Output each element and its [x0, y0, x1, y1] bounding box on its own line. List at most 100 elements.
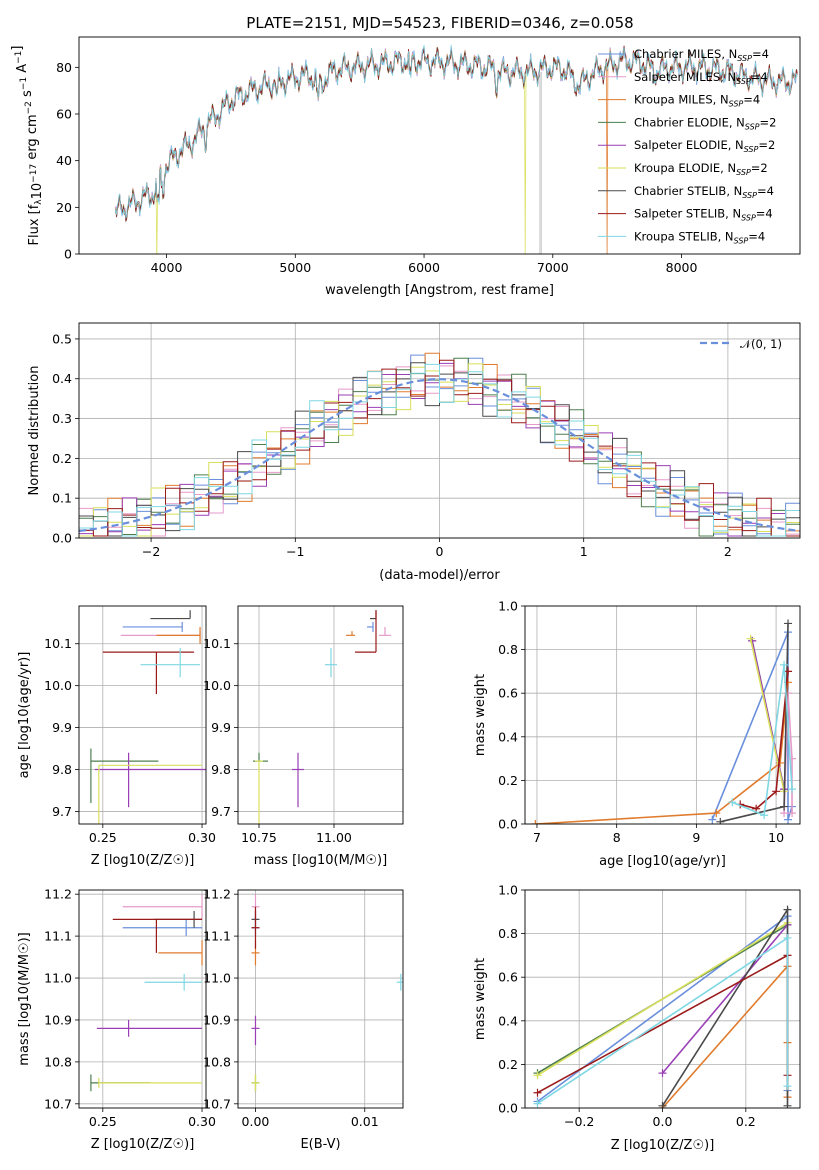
legend-label: 𝒩(0, 1): [740, 337, 782, 351]
x-axis-label: age [log10(age/yr)]: [599, 854, 726, 869]
y-axis-label: age [log10(age/yr)]: [17, 652, 32, 779]
y-tick-label: 0.1: [52, 491, 72, 506]
y-tick-label: 0.2: [498, 1057, 518, 1072]
x-axis-label: Z [log10(Z/Z☉)]: [611, 1138, 715, 1153]
y-tick-label: 10.1: [203, 636, 231, 651]
y-tick-label: 10.0: [203, 678, 231, 693]
y-tick-label: 9.7: [52, 804, 72, 819]
spectrum-frame: [78, 36, 801, 255]
y-tick-label: 0.4: [498, 1013, 518, 1028]
legend-label: Salpeter MILES, NSSP=4: [634, 70, 768, 86]
panel-spectrum: 4000 5000 6000 7000 8000 0 20 40 60 80 wavelength …: [10, 36, 801, 298]
panel-mass-weight-vs-age: 7 8 9 10 0.0 0.2 0.4 0.6 0.8 1.0 age [log10(age/yr…: [473, 599, 801, 869]
y-tick-label: 0.4: [498, 729, 518, 744]
y-tick-label: 11.1: [44, 929, 72, 944]
y-tick-label: 1.0: [498, 599, 518, 614]
x-tick-label: 7: [533, 830, 541, 845]
x-axis-label: E(B-V): [300, 1137, 340, 1152]
y-tick-label: 10.8: [203, 1054, 231, 1069]
y-tick-label: 0.0: [498, 817, 518, 832]
weight-series-8: [731, 664, 793, 817]
panel-mass-weight-vs-metallicity: −0.2 0.0 0.2 0.0 0.2 0.4 0.6 0.8 1.0 Z [log10(Z/Z…: [473, 883, 801, 1153]
y-tick-label: 10.0: [44, 678, 72, 693]
spectrum-series-3: [114, 47, 603, 222]
x-axis-label: Z [log10(Z/Z☉)]: [91, 853, 195, 868]
weight-marker-0: [784, 815, 793, 824]
x-tick-label: −2: [142, 544, 160, 559]
weight-lines: [533, 905, 792, 1108]
y-tick-label: 0.8: [498, 926, 518, 941]
weight-marker-8: [728, 798, 737, 807]
histogram-series: [79, 352, 800, 537]
x-tick-label: 0: [436, 544, 444, 559]
mass-vs-extinction-frame: [237, 889, 404, 1109]
x-tick-label: 0.2: [736, 1114, 756, 1129]
x-tick-label: 2: [724, 544, 732, 559]
x-tick-label: 0.25: [89, 830, 117, 845]
y-tick-label: 0.6: [498, 970, 518, 985]
normal-curve: [79, 378, 800, 533]
weight-marker-8: [780, 660, 789, 669]
weight-marker-0: [708, 815, 717, 824]
weight-marker-5: [533, 1071, 542, 1080]
weight-lines: [531, 619, 797, 824]
x-tick-label: 7000: [537, 260, 569, 275]
age-vs-mass-frame: [237, 605, 404, 825]
weight-marker-8: [533, 1099, 542, 1108]
panel-mass-vs-extinction: 0.00 0.01 10.7 10.8 10.9 11.0 11.1 11.2 E(B-V): [203, 887, 404, 1152]
weight-series-2: [535, 682, 789, 824]
weight-marker-1: [788, 809, 797, 818]
weight-marker-5: [746, 634, 755, 643]
errorbar-points: [251, 894, 403, 1092]
weight-marker-4: [658, 1069, 667, 1078]
y-tick-label: 0: [64, 247, 72, 262]
legend-label: Kroupa MILES, NSSP=4: [634, 93, 760, 109]
x-axis-label: wavelength [Angstrom, rest frame]: [325, 283, 554, 298]
x-axis-label: Z [log10(Z/Z☉)]: [91, 1137, 195, 1152]
x-tick-label: 9: [692, 830, 700, 845]
y-tick-label: 9.9: [211, 720, 231, 735]
y-tick-label: 9.8: [52, 762, 72, 777]
panel-residuals: −2 −1 0 1 2 0.0 0.1 0.2 0.3 0.4 0.5 (data-model)/er…: [27, 322, 801, 583]
mass-weight-vs-age-frame: [524, 605, 801, 825]
y-axis-label: Flux [fλ10−17 erg cm−2 s−1 A−1]: [10, 46, 45, 246]
y-tick-label: 10.9: [203, 1012, 231, 1027]
weight-series-5: [537, 922, 788, 1076]
weight-marker-8: [783, 933, 792, 942]
legend-label: Chabrier MILES, NSSP=4: [634, 47, 769, 63]
y-tick-label: 11.1: [203, 929, 231, 944]
y-axis-label: Normed distribution: [27, 366, 42, 496]
histogram-series-8: [79, 363, 800, 537]
panel-age-vs-metallicity: 0.25 0.30 9.7 9.8 9.9 10.0 10.1 Z [log10(Z/Z☉)]…: [17, 605, 216, 868]
x-tick-label: −0.2: [564, 1114, 594, 1129]
x-tick-label: 10: [768, 830, 784, 845]
spectrum-lines: [114, 44, 798, 254]
weight-marker-8: [760, 811, 769, 820]
panel-age-vs-mass: 10.75 11.00 9.7 9.8 9.9 10.0 10.1 mass [log10(M…: [203, 605, 404, 868]
y-tick-label: 0.4: [52, 371, 72, 386]
y-axis-label: mass weight: [473, 674, 488, 756]
y-tick-label: 0.5: [52, 331, 72, 346]
y-tick-label: 10.9: [44, 1012, 72, 1027]
x-tick-label: 6000: [408, 260, 440, 275]
legend-label: Chabrier STELIB, NSSP=4: [634, 184, 774, 200]
x-tick-label: 0.30: [188, 1114, 216, 1129]
weight-marker-8: [788, 785, 797, 794]
panel-mass-vs-metallicity: 0.25 0.30 10.7 10.8 10.9 11.0 11.1 11.2 Z [log10…: [17, 887, 216, 1152]
weight-marker-6: [780, 802, 789, 811]
legend-label: Chabrier ELODIE, NSSP=2: [634, 115, 776, 131]
y-axis-label: mass [log10(M/M☉)]: [17, 932, 32, 1065]
x-tick-label: 10.75: [241, 830, 277, 845]
errorbar-points: [90, 610, 206, 824]
weight-marker-6: [783, 1101, 792, 1108]
legend-label: Kroupa ELODIE, NSSP=2: [634, 161, 768, 177]
weight-marker-7: [784, 667, 793, 676]
x-tick-label: 0.0: [653, 1114, 673, 1129]
x-tick-label: 1: [580, 544, 588, 559]
weight-marker-2: [531, 820, 540, 824]
x-tick-label: 0.01: [351, 1114, 379, 1129]
y-tick-label: 0.0: [498, 1101, 518, 1116]
y-tick-label: 9.7: [211, 804, 231, 819]
age-vs-metallicity-frame: [78, 605, 207, 825]
